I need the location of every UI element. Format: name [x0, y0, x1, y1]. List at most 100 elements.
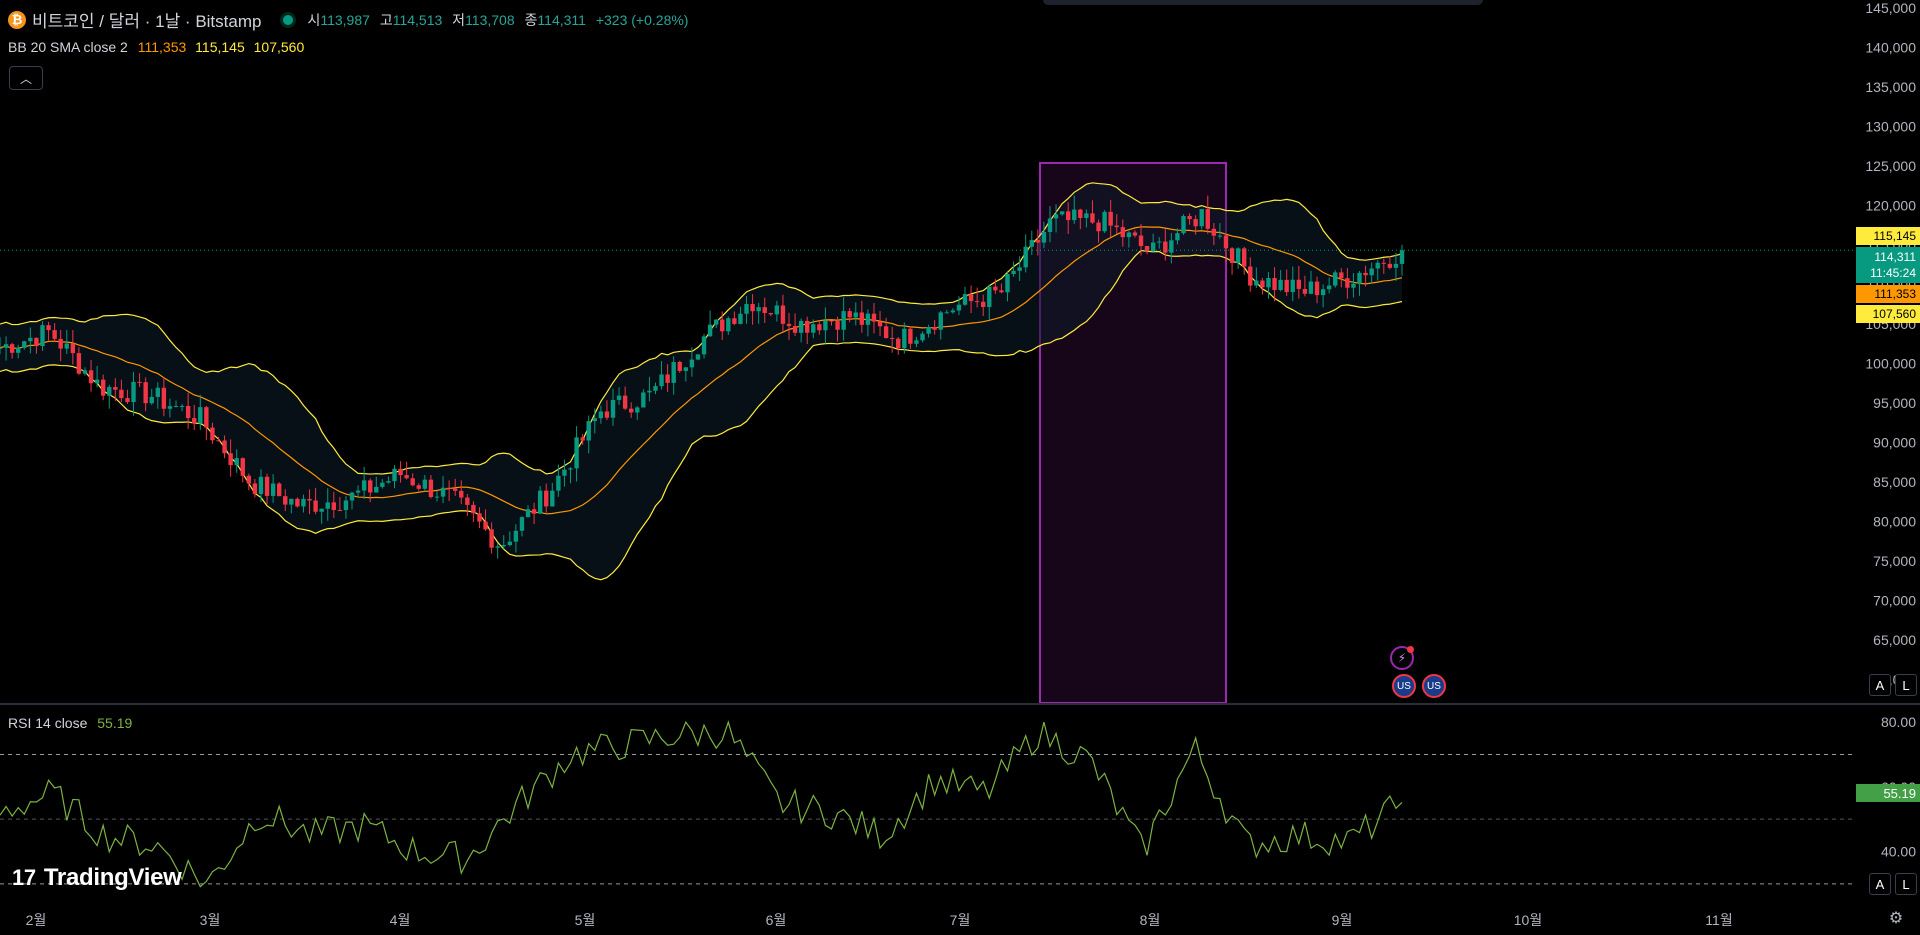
- candle-body: [46, 325, 51, 331]
- candle-body: [932, 327, 937, 330]
- rsi-log-scale-button[interactable]: L: [1895, 873, 1917, 895]
- ohlc-values: 시113,987 고114,513 저113,708 종114,311 +323…: [307, 10, 688, 30]
- candle-body: [865, 313, 871, 325]
- rsi-axis-label: 80.00: [1881, 714, 1916, 730]
- close-value: 114,311: [537, 11, 586, 28]
- flash-event-icon[interactable]: ⚡: [1390, 646, 1414, 670]
- us-flag-event-icon[interactable]: US: [1392, 674, 1416, 698]
- candle-body: [289, 498, 294, 505]
- candle-body: [762, 307, 767, 314]
- candle-body: [210, 427, 215, 441]
- candle-body: [452, 488, 458, 491]
- candle-body: [1163, 241, 1168, 253]
- candle-body: [222, 440, 227, 454]
- open-value: 113,987: [320, 11, 370, 28]
- candle-body: [380, 482, 385, 487]
- price-axis-label: 75,000: [1873, 553, 1916, 569]
- candle-body: [28, 337, 33, 342]
- candle-body: [616, 395, 622, 400]
- candle-body: [1217, 235, 1223, 237]
- auto-scale-button[interactable]: A: [1869, 674, 1891, 696]
- candle-body: [489, 529, 494, 548]
- candle-body: [1284, 279, 1289, 293]
- candle-body: [786, 323, 792, 327]
- candle-body: [999, 290, 1004, 293]
- bb-lower-badge: 107,560: [1856, 305, 1920, 323]
- candle-body: [459, 490, 464, 498]
- rsi-auto-scale-button[interactable]: A: [1869, 873, 1891, 895]
- candle-body: [914, 340, 919, 344]
- top-tab-handle[interactable]: [1043, 0, 1483, 5]
- candle-body: [1047, 218, 1053, 232]
- candle-body: [410, 478, 415, 486]
- candle-body: [750, 304, 755, 312]
- price-axis-label: 100,000: [1865, 355, 1916, 371]
- candle-body: [501, 545, 506, 547]
- candle-body: [859, 312, 865, 325]
- candle-body: [246, 475, 252, 484]
- candle-body: [592, 418, 597, 422]
- candle-body: [179, 405, 185, 407]
- candle-body: [1059, 211, 1065, 215]
- tradingview-logo-text: TradingView: [43, 864, 182, 891]
- price-axis-label: 120,000: [1865, 197, 1916, 213]
- candle-body: [1369, 268, 1374, 276]
- us-flag-event-icon-2[interactable]: US: [1422, 674, 1446, 698]
- candle-body: [113, 387, 118, 390]
- candle-body: [9, 344, 15, 353]
- candle-body: [835, 321, 840, 330]
- bb-upper-line: [0, 182, 1403, 475]
- candle-body: [756, 307, 761, 312]
- candle-body: [689, 359, 695, 368]
- settings-gear-icon[interactable]: ⚙: [1888, 910, 1904, 927]
- time-axis-label: 3월: [200, 912, 221, 928]
- candle-body: [252, 483, 258, 494]
- rsi-legend[interactable]: RSI 14 close 55.19: [8, 715, 132, 731]
- bb-basis-line: [0, 226, 1403, 515]
- collapse-legend-button[interactable]: ︿: [9, 66, 43, 90]
- candle-body: [1211, 228, 1217, 236]
- candle-body: [1157, 241, 1162, 243]
- tradingview-mark-icon: 17: [12, 865, 36, 890]
- log-scale-button[interactable]: L: [1895, 674, 1917, 696]
- price-axis-label: 90,000: [1873, 434, 1916, 450]
- candle-body: [1351, 283, 1356, 288]
- candle-body: [1387, 263, 1393, 268]
- candle-body: [780, 305, 786, 324]
- candle-body: [125, 398, 130, 403]
- candle-body: [732, 318, 737, 324]
- candle-body: [1023, 246, 1028, 268]
- candle-body: [962, 294, 968, 305]
- bb-legend[interactable]: BB 20 SMA close 2 111,353 115,145 107,56…: [8, 39, 304, 55]
- time-axis-label: 7월: [950, 912, 971, 928]
- candle-body: [258, 476, 264, 494]
- candle-body: [877, 321, 883, 327]
- candle-body: [1241, 248, 1247, 267]
- candle-body: [817, 324, 822, 331]
- candle-body: [361, 480, 367, 491]
- candle-body: [1169, 240, 1174, 253]
- candle-body: [386, 481, 391, 483]
- candle-body: [483, 521, 488, 530]
- candle-body: [149, 396, 154, 404]
- candle-body: [319, 508, 324, 512]
- candle-body: [368, 480, 373, 493]
- candle-body: [792, 326, 798, 333]
- candle-body: [337, 509, 343, 511]
- candle-body: [993, 286, 998, 291]
- price-axis-label: 140,000: [1865, 39, 1916, 55]
- symbol-header: ₿ 비트코인 / 달러 · 1날 · Bitstamp 시113,987 고11…: [8, 7, 688, 32]
- candle-body: [1150, 242, 1156, 252]
- candle-body: [131, 381, 136, 403]
- candle-body: [404, 475, 409, 479]
- symbol-title[interactable]: 비트코인 / 달러 · 1날 · Bitstamp: [32, 12, 262, 31]
- candle-body: [1199, 209, 1204, 227]
- candle-body: [550, 490, 555, 507]
- candle-body: [240, 458, 245, 476]
- candle-body: [665, 374, 670, 383]
- tradingview-logo[interactable]: 17 TradingView: [12, 864, 182, 892]
- candle-body: [398, 468, 403, 476]
- candle-body: [374, 486, 379, 493]
- candle-body: [1090, 213, 1095, 223]
